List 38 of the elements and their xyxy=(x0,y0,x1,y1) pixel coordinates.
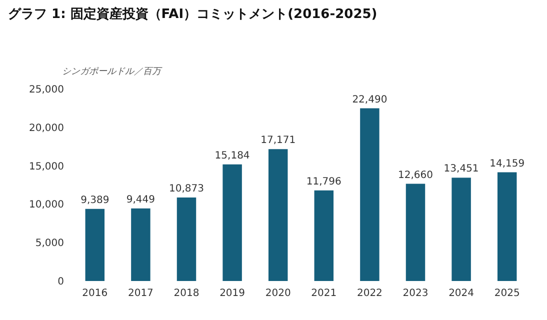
bar xyxy=(222,164,242,281)
x-tick-label: 2019 xyxy=(220,288,246,299)
bar xyxy=(360,108,380,281)
bar xyxy=(314,190,334,281)
data-label: 9,449 xyxy=(126,194,156,206)
data-label: 22,490 xyxy=(352,94,388,106)
x-tick-label: 2017 xyxy=(128,288,154,299)
y-tick-label: 20,000 xyxy=(29,122,64,134)
bar xyxy=(85,208,105,281)
bar xyxy=(406,184,426,281)
bar xyxy=(452,178,471,281)
y-tick-label: 5,000 xyxy=(35,238,64,250)
data-label: 14,159 xyxy=(490,158,525,170)
bar xyxy=(497,172,517,281)
data-label: 13,451 xyxy=(444,164,479,175)
bar xyxy=(268,149,288,281)
x-tick-label: 2023 xyxy=(402,288,428,299)
x-tick-label: 2025 xyxy=(494,288,520,299)
y-tick-label: 25,000 xyxy=(29,84,64,96)
chart-title: グラフ 1: 固定資産投資（FAI）コミットメント(2016-2025) xyxy=(8,6,378,22)
data-label: 12,660 xyxy=(398,170,433,181)
data-label: 10,873 xyxy=(169,183,204,194)
data-label: 11,796 xyxy=(306,176,342,188)
x-tick-label: 2021 xyxy=(311,288,337,299)
y-tick-label: 0 xyxy=(58,276,64,288)
x-tick-label: 2020 xyxy=(265,288,291,299)
data-label: 9,389 xyxy=(80,194,110,206)
y-axis-title: シンガポールドル／百万 xyxy=(62,67,163,77)
bar xyxy=(131,208,150,281)
x-tick-label: 2016 xyxy=(82,288,108,299)
x-tick-label: 2024 xyxy=(448,288,474,299)
y-tick-label: 10,000 xyxy=(29,200,64,211)
data-label: 15,184 xyxy=(214,150,250,162)
x-tick-label: 2022 xyxy=(356,288,382,299)
x-tick-label: 2018 xyxy=(174,288,200,299)
bar xyxy=(176,197,196,281)
data-label: 17,171 xyxy=(260,135,296,146)
y-tick-label: 15,000 xyxy=(29,161,64,172)
